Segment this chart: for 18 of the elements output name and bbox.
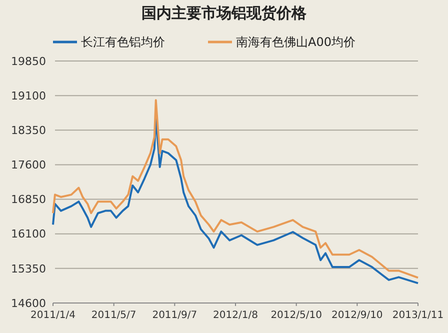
y-tick-label: 15350: [11, 262, 46, 276]
y-tick-label: 14600: [11, 296, 46, 310]
legend-label: 长江有色铝均价: [81, 35, 165, 50]
x-tick-label: 2012/5/10: [270, 310, 322, 321]
y-tick-label: 18350: [11, 124, 46, 137]
y-tick-label: 19100: [11, 89, 46, 102]
x-tick-label: 2011/1/4: [30, 310, 76, 321]
x-tick-label: 2013/1/11: [392, 310, 444, 321]
x-tick-label: 2012/9/10: [332, 310, 383, 321]
y-tick-label: 19850: [11, 54, 46, 68]
y-tick-label: 17600: [11, 158, 46, 172]
x-tick-label: 2011/5/7: [91, 310, 136, 321]
y-tick-label: 16100: [11, 228, 46, 241]
x-tick-label: 2011/9/7: [152, 310, 198, 321]
legend-label: 南海有色佛山A00均价: [236, 35, 356, 50]
chart-title: 国内主要市场铝现货价格: [142, 4, 308, 22]
x-tick-label: 2012/1/8: [213, 310, 258, 321]
y-tick-label: 16850: [11, 193, 46, 206]
